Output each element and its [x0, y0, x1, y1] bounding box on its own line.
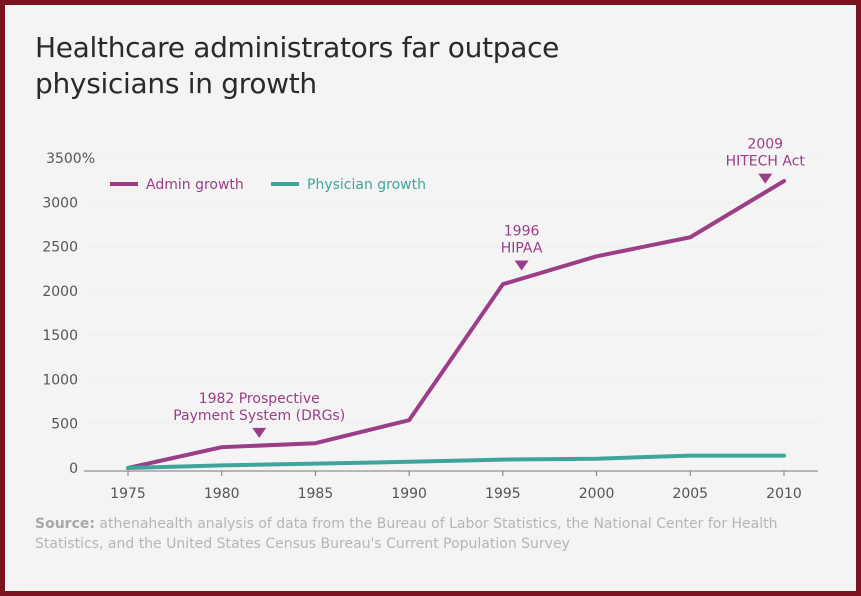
x-tick-label: 1990: [391, 486, 427, 502]
y-tick-label: 500: [51, 417, 78, 433]
annotation-label: HITECH Act: [726, 154, 806, 170]
x-tick-label: 1985: [298, 486, 334, 502]
y-tick-label: 0: [69, 461, 78, 477]
annotation-label: 1982 Prospective: [199, 391, 320, 407]
legend-label: Admin growth: [146, 177, 244, 193]
annotation-label: HIPAA: [501, 240, 543, 256]
source-label: Source:: [35, 516, 95, 532]
x-tick-label: 1980: [204, 486, 240, 502]
x-tick-label: 2005: [672, 486, 708, 502]
y-tick-label: 1500: [42, 328, 78, 344]
annotation-arrow-icon: [514, 260, 529, 271]
y-tick-label: 1000: [42, 372, 78, 388]
source-note: Source: athenahealth analysis of data fr…: [35, 514, 795, 554]
annotation-label: 1996: [504, 223, 540, 239]
y-tick-label: 2500: [42, 240, 78, 256]
annotation-arrow-icon: [758, 173, 773, 184]
legend-label: Physician growth: [307, 177, 426, 193]
chart-frame: [5, 5, 856, 591]
y-tick-label: 2000: [42, 284, 78, 300]
series-line-admin: [126, 179, 786, 470]
series-line-physician: [126, 453, 786, 470]
y-tick-label: 3000: [42, 195, 78, 211]
x-tick-label: 2010: [766, 486, 802, 502]
y-tick-label: 3500%: [46, 151, 95, 167]
chart-title: Healthcare administrators far outpace ph…: [35, 31, 560, 100]
x-tick-label: 2000: [579, 486, 615, 502]
annotation-label: 2009: [747, 137, 783, 153]
annotation-arrow-icon: [252, 427, 267, 438]
x-tick-label: 1995: [485, 486, 521, 502]
x-tick-label: 1975: [110, 486, 146, 502]
source-text: athenahealth analysis of data from the B…: [35, 516, 778, 552]
annotation-label: Payment System (DRGs): [173, 408, 345, 424]
